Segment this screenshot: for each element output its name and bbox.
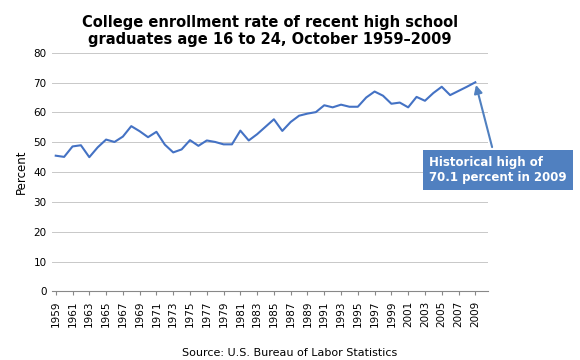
- Text: Historical high of
70.1 percent in 2009: Historical high of 70.1 percent in 2009: [429, 87, 567, 184]
- Y-axis label: Percent: Percent: [15, 150, 28, 194]
- Title: College enrollment rate of recent high school
graduates age 16 to 24, October 19: College enrollment rate of recent high s…: [82, 15, 458, 48]
- Text: Source: U.S. Bureau of Labor Statistics: Source: U.S. Bureau of Labor Statistics: [182, 348, 398, 359]
